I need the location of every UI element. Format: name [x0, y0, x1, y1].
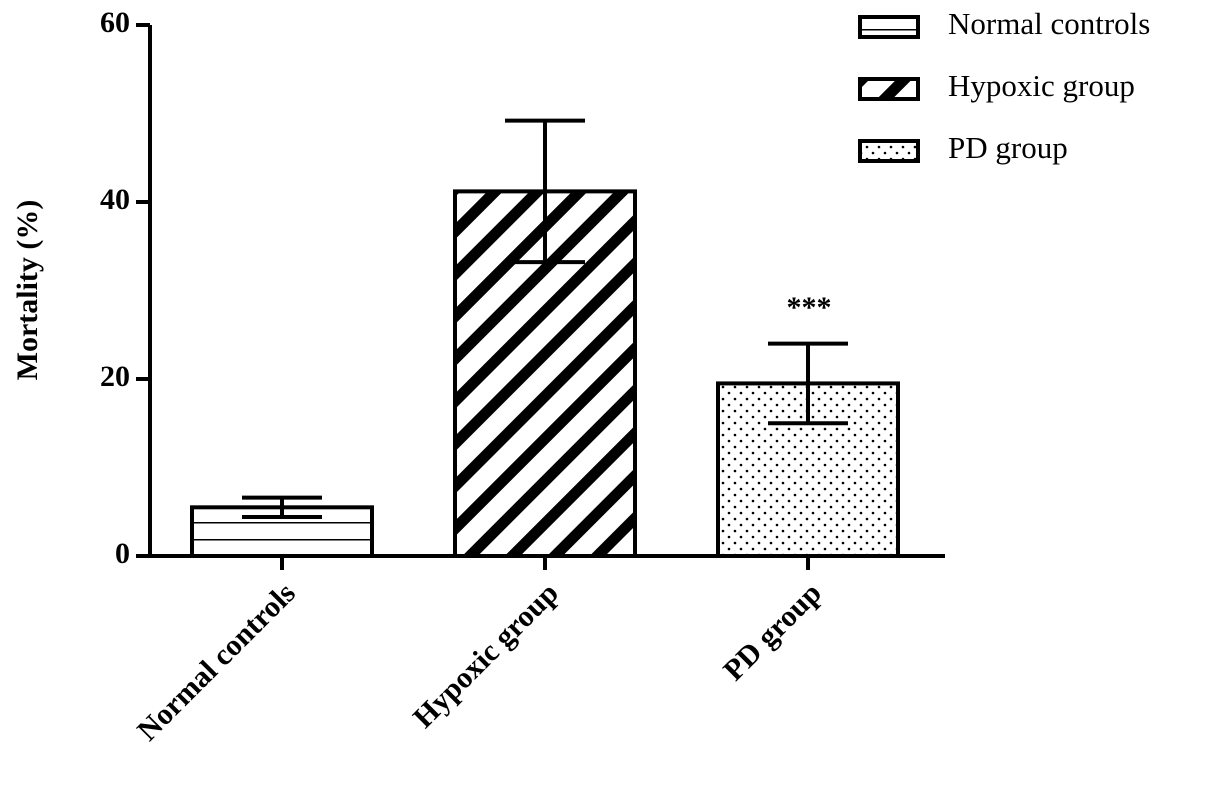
error-bar	[242, 495, 322, 520]
legend-swatch	[858, 15, 920, 39]
error-bar	[768, 341, 848, 426]
x-tick-label: Normal controls	[131, 576, 302, 747]
legend-swatch	[858, 77, 920, 101]
y-tick-label: 0	[115, 537, 130, 570]
y-tick-label: 40	[100, 183, 130, 216]
annotation: ***	[787, 291, 832, 324]
legend-swatch	[858, 139, 920, 163]
legend-label: PD group	[948, 130, 1068, 165]
error-bar	[505, 118, 585, 265]
y-tick-label: 20	[100, 360, 130, 393]
x-tick-label: Hypoxic group	[407, 576, 565, 734]
x-tick-label: PD group	[717, 576, 828, 687]
y-axis-label: Mortality (%)	[11, 200, 44, 381]
legend-label: Normal controls	[948, 6, 1150, 41]
legend-label: Hypoxic group	[948, 68, 1135, 103]
y-tick-label: 60	[100, 6, 130, 39]
